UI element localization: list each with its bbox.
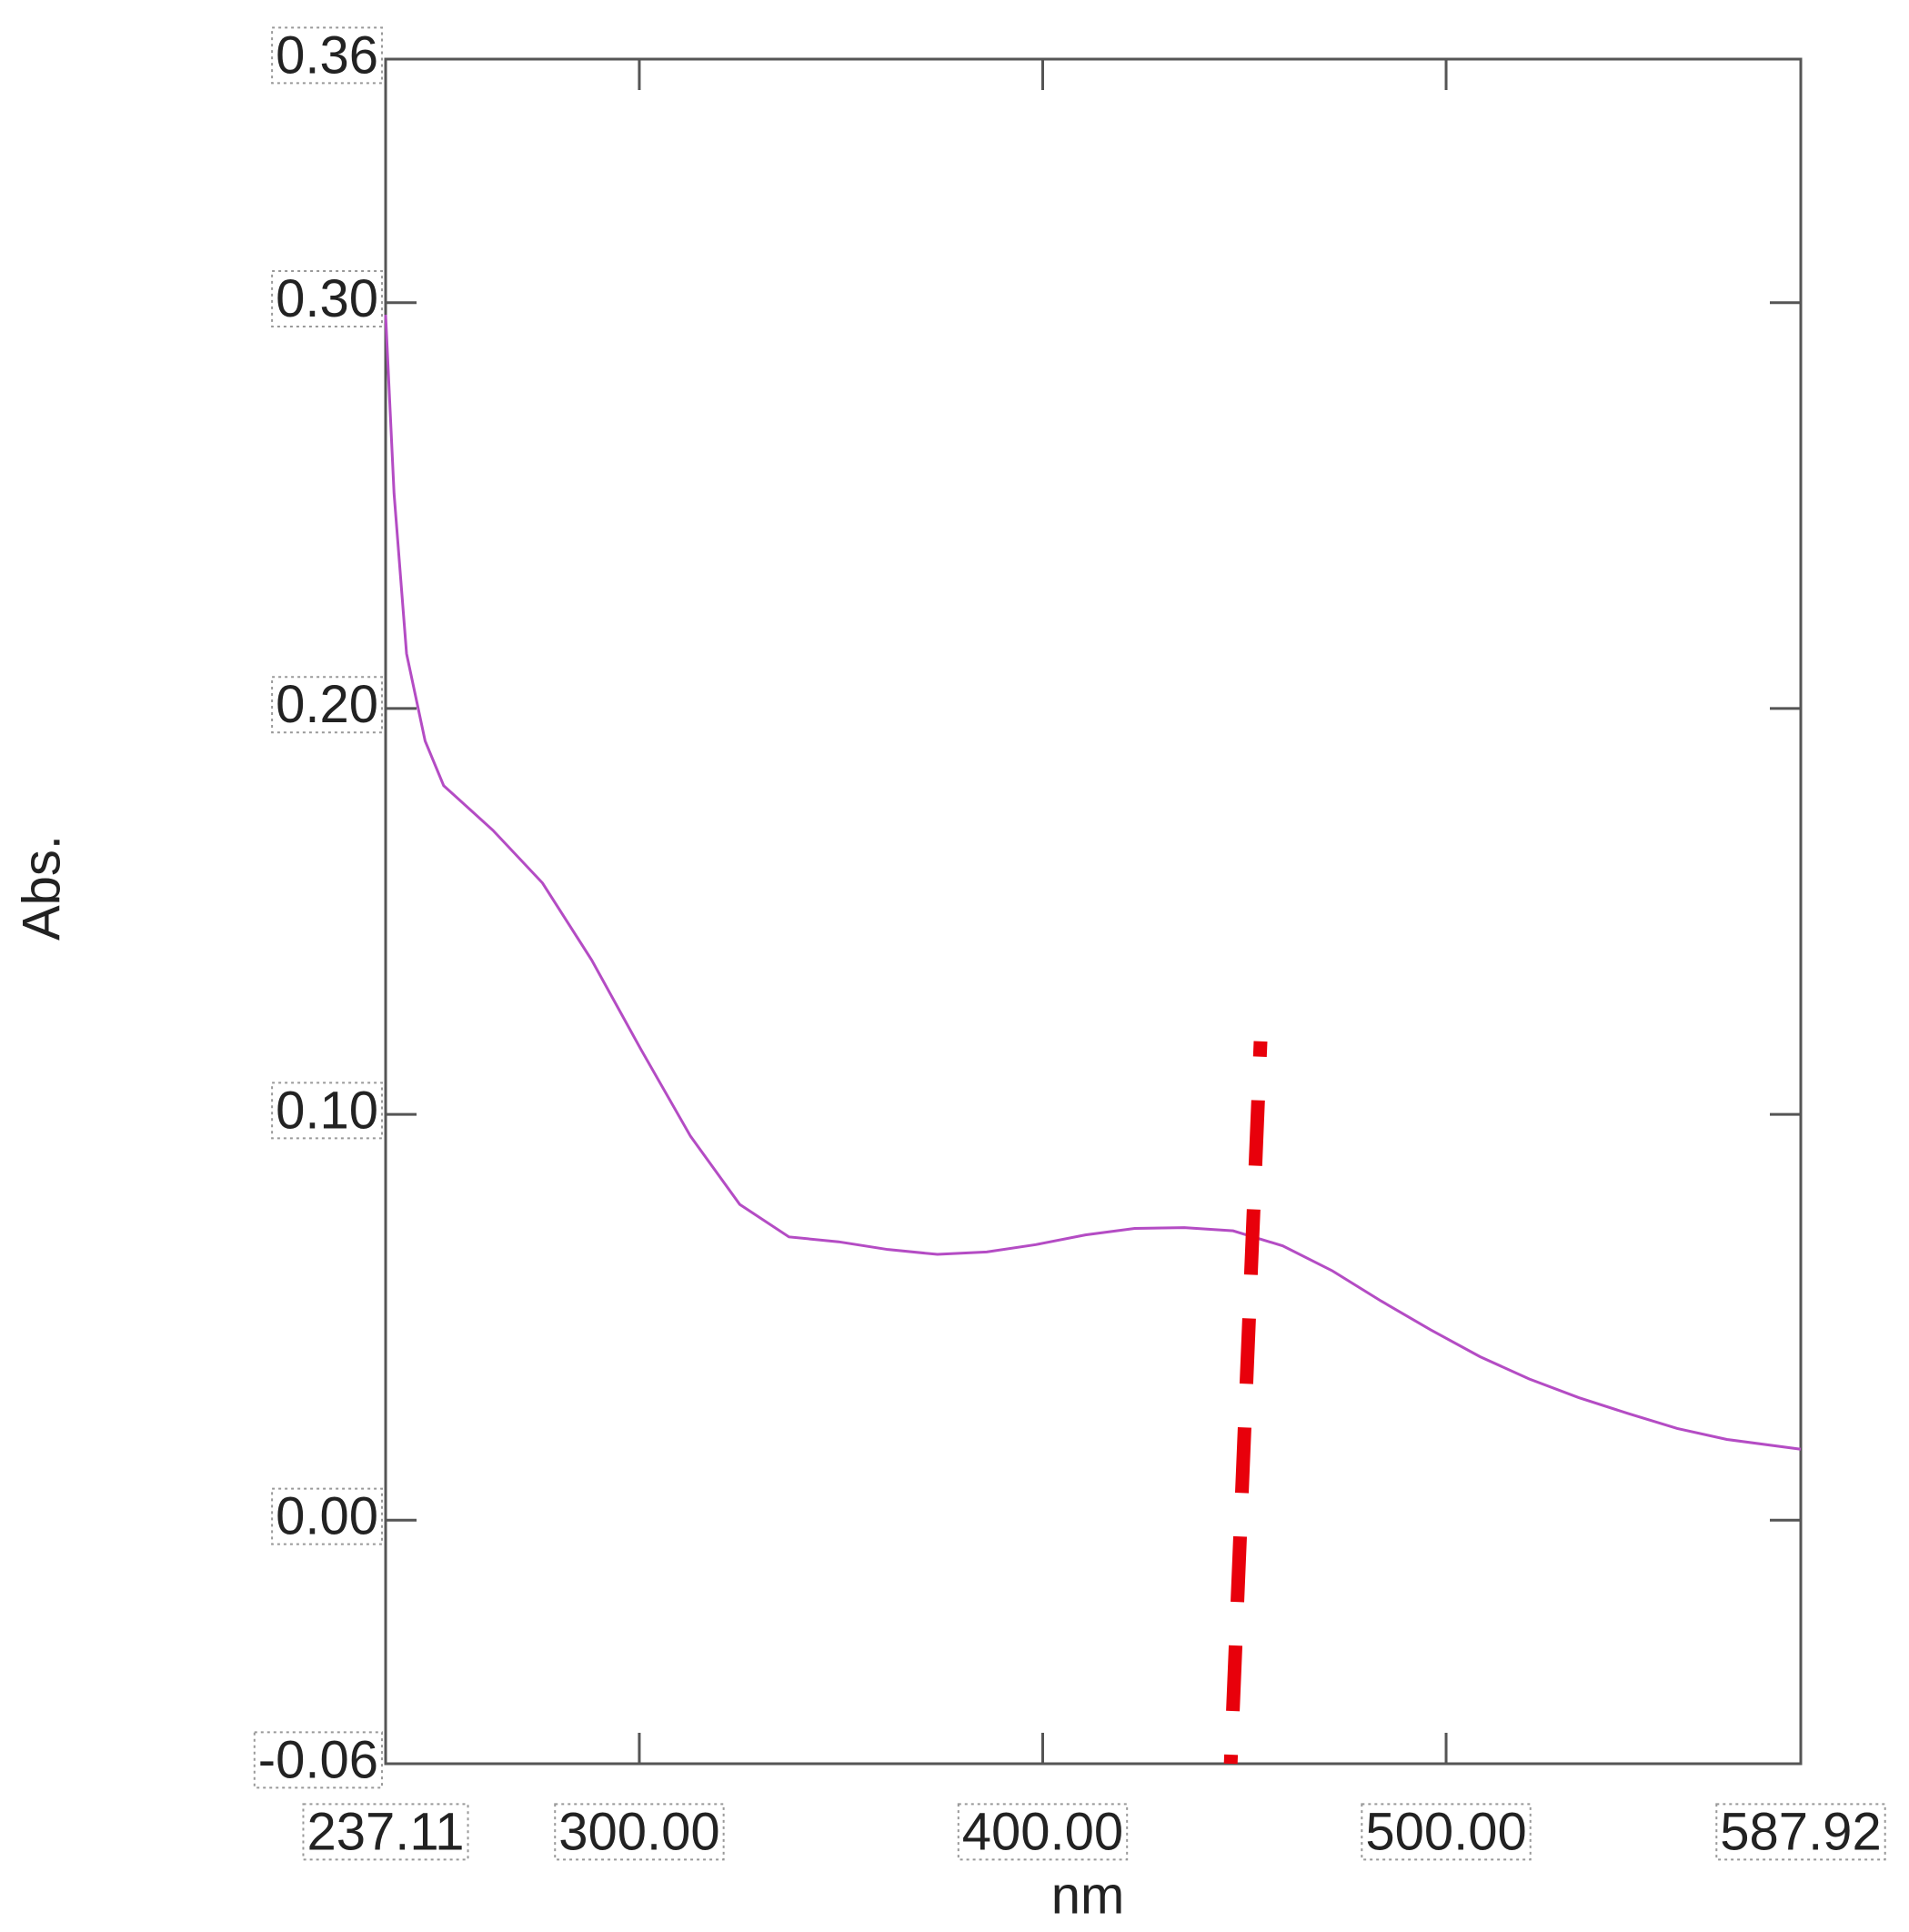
x-tick-label: 500.00 (1365, 1802, 1526, 1861)
x-tick-label: 400.00 (962, 1802, 1123, 1861)
tick-label-box (253, 1731, 383, 1789)
tick-label-box (1361, 1803, 1532, 1861)
tick-label-box (554, 1803, 725, 1861)
x-tick-label: 587.92 (1720, 1802, 1881, 1861)
x-tick-label: 237.11 (306, 1802, 464, 1861)
tick-label-box (1715, 1803, 1886, 1861)
y-tick-label: 0.00 (276, 1487, 378, 1546)
y-axis-label: Abs. (12, 835, 71, 941)
y-tick-label: -0.06 (258, 1730, 378, 1789)
y-tick-label: 0.36 (276, 25, 378, 85)
x-tick-label: 300.00 (558, 1802, 719, 1861)
y-tick-label: 0.20 (276, 675, 378, 734)
y-tick-label: 0.30 (276, 269, 378, 328)
x-axis-label: nm (1051, 1866, 1125, 1925)
tick-label-box (957, 1803, 1129, 1861)
tick-label-box (302, 1803, 469, 1861)
spectrum-line (384, 315, 1802, 1451)
y-tick-label: 0.10 (276, 1081, 378, 1140)
plot-frame (384, 57, 1803, 1766)
annotation-line (1223, 1041, 1268, 1765)
